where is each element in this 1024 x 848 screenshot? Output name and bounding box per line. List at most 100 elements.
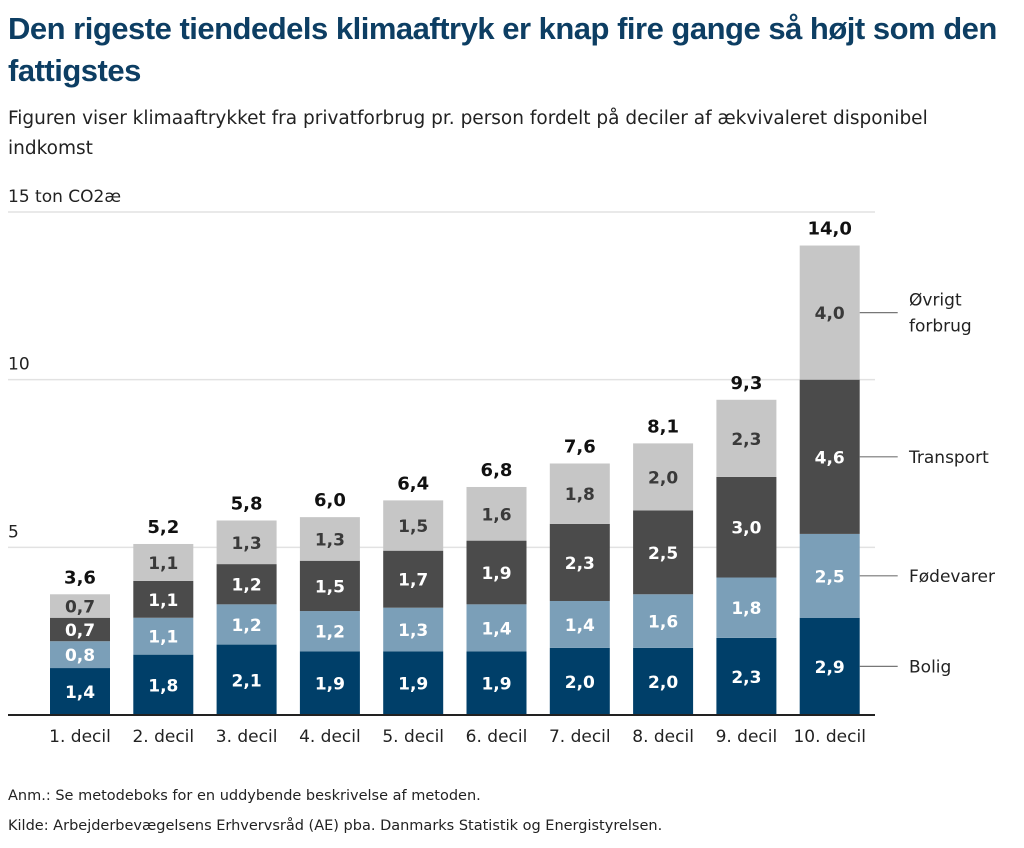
total-label: 9,3 xyxy=(730,373,762,394)
data-label: 1,4 xyxy=(65,683,95,703)
y-tick-label: 15 ton CO2æ xyxy=(8,187,121,207)
data-label: 1,9 xyxy=(398,675,428,695)
bar-segment xyxy=(299,560,360,612)
bar-segment xyxy=(799,379,860,534)
data-label: 1,9 xyxy=(481,564,511,584)
data-label: 2,9 xyxy=(815,658,845,678)
data-label: 2,1 xyxy=(232,671,262,691)
bar-segment xyxy=(549,647,610,715)
bar-segment xyxy=(466,540,527,605)
data-label: 1,4 xyxy=(565,616,595,636)
bar-segment xyxy=(466,604,527,652)
data-label: 1,6 xyxy=(648,613,678,633)
total-label: 7,6 xyxy=(564,437,596,458)
x-tick-label: 6. decil xyxy=(466,727,528,747)
data-label: 0,7 xyxy=(65,598,95,618)
data-label: 1,1 xyxy=(148,628,178,648)
x-tick-label: 7. decil xyxy=(549,727,611,747)
data-label: 0,7 xyxy=(65,621,95,641)
data-label: 2,0 xyxy=(648,468,678,488)
data-label: 2,3 xyxy=(731,668,761,688)
bar-segment xyxy=(799,533,860,618)
total-label: 3,6 xyxy=(64,567,96,588)
data-label: 1,3 xyxy=(232,534,262,554)
bar-segment xyxy=(716,637,777,715)
chart-subtitle: Figuren viser klimaaftrykket fra privatf… xyxy=(8,108,928,159)
data-label: 2,3 xyxy=(565,554,595,574)
bar-segment xyxy=(299,611,360,652)
data-label: 3,0 xyxy=(731,519,761,539)
bar-segment xyxy=(133,543,194,581)
data-label: 1,9 xyxy=(315,675,345,695)
bar-segment xyxy=(216,604,277,645)
data-label: 4,6 xyxy=(815,448,845,468)
legend-label: Fødevarer xyxy=(909,567,995,587)
bar-segment xyxy=(799,245,860,380)
data-label: 1,9 xyxy=(481,675,511,695)
data-label: 1,4 xyxy=(481,619,511,639)
data-label: 1,8 xyxy=(148,676,178,696)
bar-segment xyxy=(383,651,444,715)
data-label: 2,3 xyxy=(731,430,761,450)
chart-title: Den rigeste tiendedels klimaaftryk er kn… xyxy=(8,11,997,88)
legend-label: Øvrigt xyxy=(909,291,962,311)
bar-segment xyxy=(549,600,610,648)
total-label: 6,0 xyxy=(314,490,346,511)
legend-label: Transport xyxy=(908,448,989,468)
x-tick-label: 9. decil xyxy=(716,727,778,747)
bar-segment xyxy=(633,443,694,511)
x-tick-label: 3. decil xyxy=(216,727,278,747)
data-label: 2,0 xyxy=(565,673,595,693)
bar-segment xyxy=(549,523,610,601)
bar-segment xyxy=(299,651,360,715)
data-label: 1,8 xyxy=(731,599,761,619)
bar-segment xyxy=(216,564,277,605)
data-label: 1,1 xyxy=(148,591,178,611)
total-label: 6,8 xyxy=(481,460,513,481)
bar-segment xyxy=(383,607,444,652)
bar-segment xyxy=(383,550,444,608)
data-label: 0,8 xyxy=(65,646,95,666)
bar-segment xyxy=(133,617,194,655)
data-label: 1,1 xyxy=(148,554,178,574)
data-label: 4,0 xyxy=(815,304,845,324)
data-label: 2,5 xyxy=(815,567,845,587)
data-label: 1,6 xyxy=(481,505,511,525)
total-label: 6,4 xyxy=(397,473,429,494)
y-tick-label: 5 xyxy=(8,522,19,542)
total-label: 14,0 xyxy=(807,219,851,240)
bar-segment xyxy=(133,580,194,618)
bar-segment xyxy=(633,510,694,595)
bar-segment xyxy=(216,644,277,715)
bar-segment xyxy=(799,617,860,715)
data-label: 1,2 xyxy=(232,616,262,636)
data-label: 2,0 xyxy=(648,673,678,693)
bar-segment xyxy=(466,651,527,715)
x-tick-label: 2. decil xyxy=(132,727,194,747)
total-label: 8,1 xyxy=(647,416,679,437)
bar-segment xyxy=(716,399,777,477)
bar-segment xyxy=(50,641,110,669)
data-label: 1,5 xyxy=(398,517,428,537)
bar-segment xyxy=(299,517,360,561)
y-tick-label: 10 xyxy=(8,355,30,375)
data-label: 1,8 xyxy=(565,485,595,505)
bar-segment xyxy=(549,463,610,524)
total-label: 5,8 xyxy=(231,494,263,515)
data-label: 1,7 xyxy=(398,571,428,591)
bar-segment xyxy=(716,476,777,578)
x-tick-label: 1. decil xyxy=(49,727,111,747)
total-label: 5,2 xyxy=(147,517,179,538)
bar-segment xyxy=(383,500,444,551)
bar-segment xyxy=(50,594,110,618)
x-tick-label: 4. decil xyxy=(299,727,361,747)
bar-segment xyxy=(216,520,277,565)
bar-segment xyxy=(633,594,694,648)
x-tick-label: 8. decil xyxy=(632,727,694,747)
bar-segment xyxy=(633,647,694,715)
data-label: 1,5 xyxy=(315,577,345,597)
legend-label: Bolig xyxy=(909,657,951,677)
x-tick-label: 10. decil xyxy=(793,727,865,747)
bar-segment xyxy=(133,654,194,715)
